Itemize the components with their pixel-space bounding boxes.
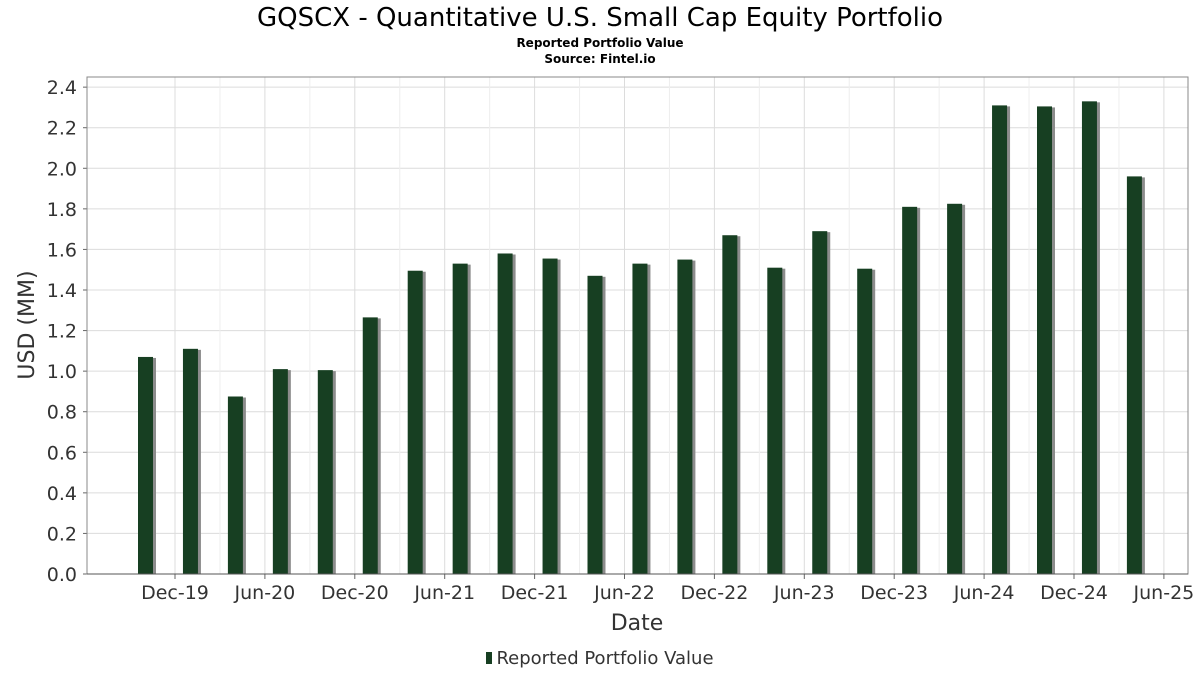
bar — [587, 275, 603, 574]
x-tick-label: Jun-20 — [234, 582, 296, 604]
bar — [1037, 106, 1052, 575]
x-tick-label: Jun-24 — [953, 582, 1015, 604]
y-tick-label: 1.2 — [47, 321, 77, 343]
bar — [632, 263, 648, 574]
x-axis-label: Date — [611, 611, 664, 636]
bar — [947, 203, 963, 575]
y-tick-label: 2.2 — [47, 118, 77, 140]
bar — [362, 317, 378, 574]
chart-subtitle: Reported Portfolio Value — [516, 36, 684, 50]
y-tick-label: 2.4 — [47, 77, 77, 99]
bar — [182, 348, 198, 574]
legend-label: Reported Portfolio Value — [496, 648, 714, 669]
y-tick-label: 0.8 — [47, 402, 77, 424]
bar — [677, 259, 693, 574]
x-tick-label: Jun-22 — [593, 582, 655, 604]
y-tick-label: 0.6 — [47, 442, 77, 464]
y-tick-label: 0.2 — [47, 523, 77, 545]
y-tick-label: 1.0 — [47, 361, 77, 383]
y-tick-label: 0.0 — [47, 564, 77, 586]
bar — [497, 253, 513, 574]
legend: Reported Portfolio Value — [0, 648, 1200, 669]
bar — [138, 356, 153, 574]
bar — [407, 270, 423, 574]
y-tick-label: 1.4 — [47, 280, 77, 302]
bar — [722, 235, 738, 574]
bar — [902, 206, 918, 575]
bar — [812, 231, 828, 574]
bar — [542, 258, 558, 574]
legend-swatch — [486, 652, 493, 664]
x-tick-label: Dec-20 — [321, 582, 389, 604]
x-tick-label: Dec-23 — [860, 582, 928, 604]
bar — [1126, 176, 1142, 574]
x-tick-label: Dec-24 — [1040, 582, 1108, 604]
bar — [857, 268, 873, 574]
bar — [992, 105, 1008, 575]
x-tick-label: Dec-19 — [141, 582, 209, 604]
y-tick-label: 0.4 — [47, 483, 77, 505]
bar — [452, 263, 468, 574]
chart-source: Source: Fintel.io — [544, 52, 656, 66]
bar — [317, 370, 333, 574]
y-tick-label: 1.6 — [47, 239, 77, 261]
y-axis-label: USD (MM) — [15, 270, 40, 379]
bar — [767, 267, 783, 574]
x-tick-label: Jun-21 — [413, 582, 475, 604]
x-tick-label: Jun-25 — [1133, 582, 1195, 604]
x-tick-label: Jun-23 — [773, 582, 835, 604]
bar-chart: 0.0 0.2 0.4 0.6 0.8 1.0 1.2 1.4 1.6 1.8 2.0 2.2 2.4 D… — [15, 76, 1195, 636]
y-tick-label: 1.8 — [47, 199, 77, 221]
bar — [227, 396, 243, 574]
bar — [272, 369, 288, 574]
chart-title: GQSCX - Quantitative U.S. Small Cap Equi… — [256, 3, 944, 33]
bar — [1081, 101, 1097, 574]
x-tick-label: Dec-21 — [501, 582, 569, 604]
x-tick-label: Dec-22 — [680, 582, 748, 604]
y-tick-label: 2.0 — [47, 158, 77, 180]
